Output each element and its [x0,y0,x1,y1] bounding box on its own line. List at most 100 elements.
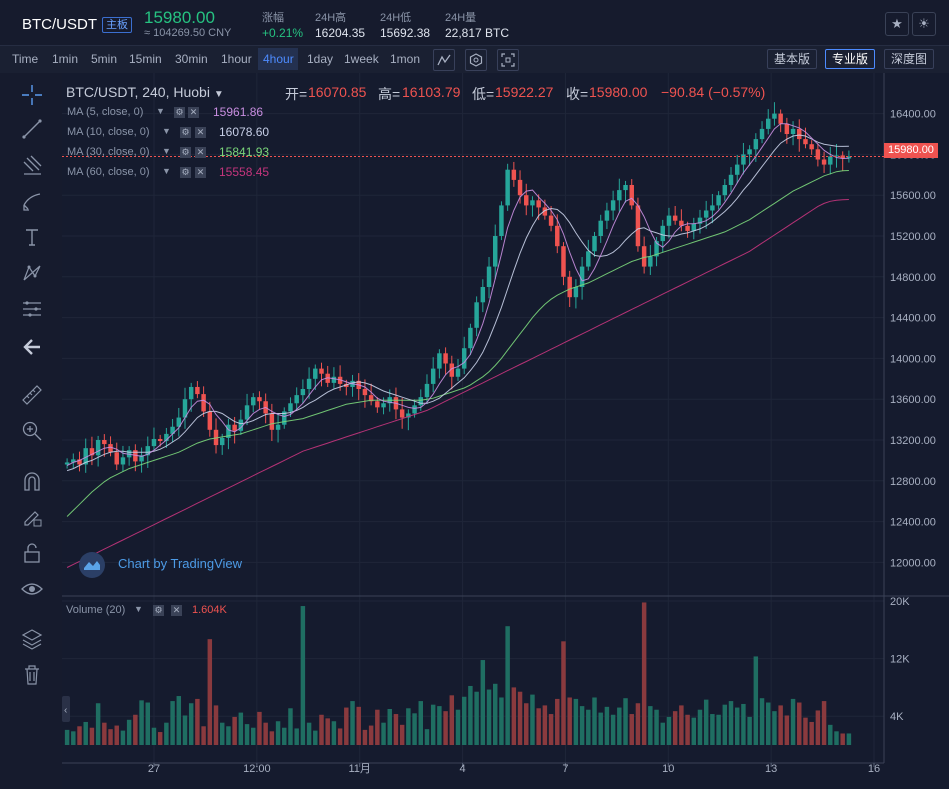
back-arrow-icon[interactable] [20,335,44,359]
view-pro-button[interactable]: 专业版 [825,49,876,69]
price-chart[interactable]: 16400.0016000.0015600.0015200.0014800.00… [62,73,949,789]
volume-tick-label: 12K [890,654,910,666]
symbol-dropdown-icon[interactable]: ▼ [213,89,224,100]
volume-bar [437,706,442,745]
volume-bar [524,703,529,745]
interval-1week[interactable]: 1week [344,52,379,66]
volume-bar [251,727,256,745]
volume-bar [809,721,814,745]
volume-bar [120,730,126,745]
prediction-tool-icon[interactable] [20,297,44,321]
volume-bar [188,703,194,745]
volume-bar [375,709,380,745]
ma5-dropdown-icon[interactable]: ▼ [156,106,165,116]
interval-1mon[interactable]: 1mon [390,52,421,66]
interval-30min[interactable]: 30min [175,52,208,66]
ma5-label[interactable]: MA (5, close, 0) [67,106,144,118]
candle-body [629,185,634,206]
volume-close-icon[interactable]: ✕ [171,605,182,616]
ma5-close-icon[interactable]: ✕ [188,107,199,118]
interval-5min[interactable]: 5min [91,52,118,66]
layers-icon[interactable] [20,627,44,651]
stat-volume-value: 22,817 BTC [445,26,510,40]
candle-body [412,405,417,414]
candle-body [710,205,715,211]
zoom-in-icon[interactable] [20,419,44,443]
interval-1day[interactable]: 1day [307,52,334,66]
fullscreen-icon[interactable] [497,49,519,71]
pattern-tool-icon[interactable] [20,261,44,285]
interval-15min[interactable]: 15min [129,52,162,66]
brush-icon[interactable] [20,189,44,213]
volume-bar [766,702,771,745]
volume-bar [133,714,138,745]
stat-low-label: 24H低 [380,12,412,24]
volume-bar [703,699,709,745]
volume-bar [195,698,200,745]
pair-name[interactable]: BTC/USDT [22,16,97,33]
candle-body [182,399,188,418]
candle-body [474,302,479,328]
interval-1min[interactable]: 1min [52,52,79,66]
crosshair-icon[interactable] [20,83,44,107]
candle-body [834,155,839,157]
ma10-label[interactable]: MA (10, close, 0) [67,126,150,138]
ma10-close-icon[interactable]: ✕ [195,127,206,138]
view-basic-button[interactable]: 基本版 [767,49,818,69]
trash-icon[interactable] [20,663,44,687]
favorite-star-icon[interactable]: ★ [885,12,909,36]
unlock-icon[interactable] [20,541,44,565]
volume-bar [387,709,392,745]
ma30-dropdown-icon[interactable]: ▼ [162,146,171,156]
volume-bar [282,727,287,745]
volume-bar [95,703,101,745]
candle-body [157,438,163,442]
volume-bar [728,701,734,745]
fib-tool-icon[interactable] [20,153,44,177]
ma60-dropdown-icon[interactable]: ▼ [162,166,171,176]
volume-dropdown-icon[interactable]: ▼ [134,604,143,614]
ruler-icon[interactable] [20,383,44,407]
candle-body [548,215,554,226]
indicators-icon[interactable] [465,49,487,71]
tradingview-watermark[interactable]: Chart by TradingView [78,552,258,578]
last-price: 15980.00 [144,8,215,27]
candle-body [505,169,510,206]
text-tool-icon[interactable] [20,225,44,249]
volume-bar [592,697,597,745]
ma5-settings-icon[interactable]: ⚙ [174,107,185,118]
volume-bar [170,701,175,745]
interval-4hour[interactable]: 4hour [263,52,294,66]
candle-body [306,378,312,389]
symbol-legend[interactable]: BTC/USDT, 240, Huobi ▼ [66,84,224,100]
ma60-label[interactable]: MA (60, close, 0) [67,166,150,178]
volume-bar [586,709,591,745]
view-depth-button[interactable]: 深度图 [884,49,935,69]
ma10-dropdown-icon[interactable]: ▼ [162,126,171,136]
volume-bar [561,641,566,745]
candle-body [778,113,783,124]
volume-bar [406,708,411,745]
ma30-close-icon[interactable]: ✕ [195,147,206,158]
ma30-settings-icon[interactable]: ⚙ [180,147,191,158]
volume-settings-icon[interactable]: ⚙ [153,605,164,616]
interval-time[interactable]: Time [12,52,39,66]
theme-sun-icon[interactable]: ☀ [912,12,936,36]
volume-bar [337,728,343,745]
ma30-label[interactable]: MA (30, close, 0) [67,146,150,158]
chart-type-icon[interactable] [433,49,455,71]
ma60-settings-icon[interactable]: ⚙ [180,167,191,178]
volume-bar [213,705,219,745]
ma60-close-icon[interactable]: ✕ [195,167,206,178]
candle-body [269,413,275,430]
volume-bar [685,714,690,745]
magnet-icon[interactable] [20,469,44,493]
interval-1hour[interactable]: 1hour [221,52,252,66]
candle-body [604,210,610,221]
trend-line-icon[interactable] [20,117,44,141]
lock-drawing-icon[interactable] [20,505,44,529]
ma10-settings-icon[interactable]: ⚙ [180,127,191,138]
volume-label[interactable]: Volume (20) [66,604,126,616]
eye-icon[interactable] [20,577,44,601]
last-price-tag: 15980.00 [884,143,938,158]
